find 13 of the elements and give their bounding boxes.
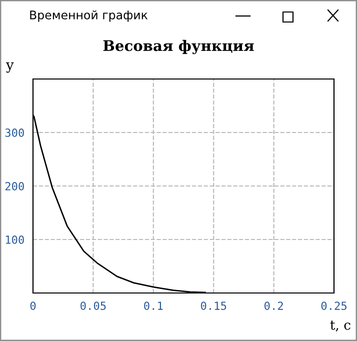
x-tick-label: 0.15	[200, 302, 226, 310]
x-axis-title: t, c	[330, 320, 350, 332]
x-tick-label: 0.25	[321, 302, 346, 310]
x-tick-label: 0.2	[264, 302, 283, 310]
y-tick-label: 100	[6, 236, 24, 244]
text: Временной график	[30, 10, 148, 22]
y-tick-label: 300	[5, 128, 24, 137]
y-tick-label: 200	[5, 182, 24, 190]
x-tick-label: 0.05	[80, 302, 106, 310]
y-axis-title: y	[6, 62, 14, 73]
chart-title: Весовая функция	[103, 40, 254, 54]
x-tick-label: 0.1	[144, 302, 163, 310]
x-tick-label: 0	[30, 302, 36, 310]
